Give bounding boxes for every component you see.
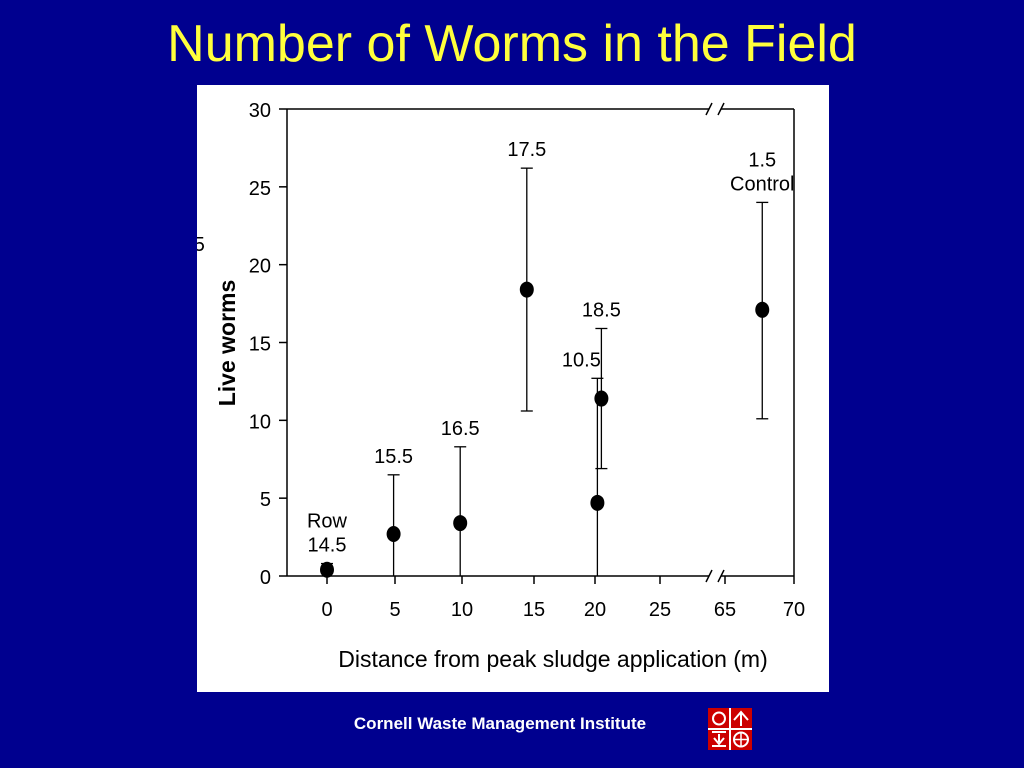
y-tick-label: 30 xyxy=(249,100,271,122)
top-break-mark xyxy=(705,102,713,116)
y-tick-label: 25 xyxy=(249,178,271,200)
chart-panel: 0 5 10 15 20 25 30 0 5 10 15 20 25 65 70 Row 14.5 15.5 16… xyxy=(197,85,829,692)
scatter-chart: 0 5 10 15 20 25 30 0 5 10 15 20 25 65 70 Row 14.5 15.5 16… xyxy=(197,100,805,672)
y-tick-label: 5 xyxy=(260,489,271,511)
data-label: 15.5 xyxy=(374,446,413,468)
x-tick-label: 65 xyxy=(714,599,736,621)
x-axis-break-mark xyxy=(717,569,725,583)
data-point xyxy=(519,281,534,298)
data-label: 1.5 Control xyxy=(730,149,794,195)
data-label: 10.5 xyxy=(562,349,601,371)
y-tick-label: 20 xyxy=(249,256,271,278)
x-axis-label: Distance from peak sludge application (m… xyxy=(338,646,768,672)
data-point xyxy=(386,525,401,542)
data-label: Row 14.5 xyxy=(307,511,348,557)
data-label: 16.5 xyxy=(441,418,480,440)
cwmi-logo-icon xyxy=(708,708,752,750)
data-label: 18.5 xyxy=(582,299,621,321)
data-label: 19.5 xyxy=(197,234,205,256)
y-tick-label: 10 xyxy=(249,411,271,433)
footer-institute-name: Cornell Waste Management Institute xyxy=(353,714,647,733)
data-point xyxy=(594,390,609,407)
x-tick-label: 5 xyxy=(389,599,400,621)
slide-title: Number of Worms in the Field xyxy=(167,15,857,73)
x-tick-label: 10 xyxy=(451,599,473,621)
x-tick-label: 15 xyxy=(523,599,545,621)
data-marks xyxy=(320,167,770,578)
y-axis-label: Live worms xyxy=(214,280,240,407)
data-point xyxy=(453,515,468,532)
y-tick-label: 0 xyxy=(260,567,271,589)
x-tick-label: 20 xyxy=(584,599,606,621)
x-tick-label: 70 xyxy=(783,599,805,621)
data-point xyxy=(755,301,770,318)
data-label: 17.5 xyxy=(507,139,546,161)
x-tick-label: 25 xyxy=(649,599,671,621)
top-break-mark xyxy=(717,102,725,116)
x-tick-label: 0 xyxy=(321,599,332,621)
data-point xyxy=(320,561,334,578)
axes: 0 5 10 15 20 25 30 0 5 10 15 20 25 65 70 xyxy=(249,100,805,621)
x-axis-break-mark xyxy=(705,569,713,583)
data-point xyxy=(590,494,605,511)
y-tick-label: 15 xyxy=(249,334,271,356)
